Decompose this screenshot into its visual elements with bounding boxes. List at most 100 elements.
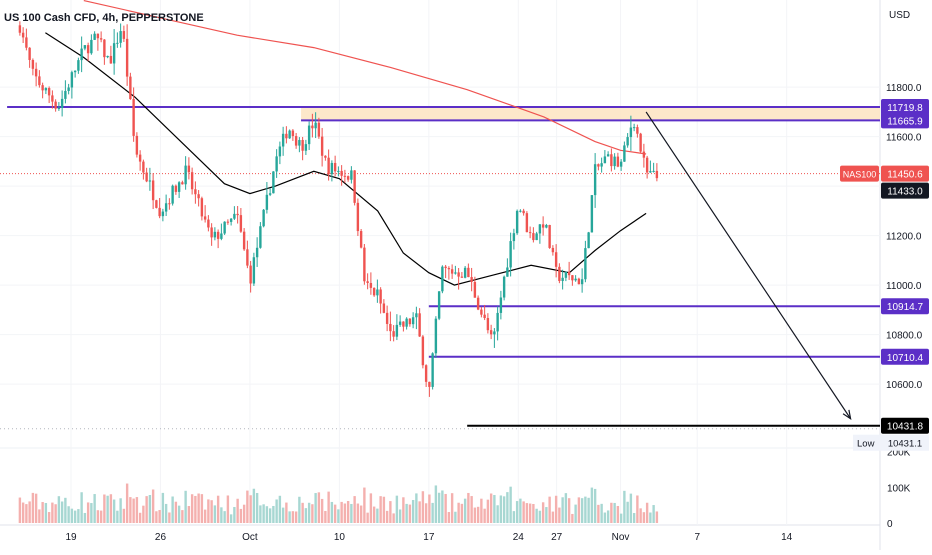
projection-line[interactable] — [645, 111, 852, 420]
volume-bar — [70, 508, 74, 523]
level-badge-label: 11665.9 — [887, 116, 923, 127]
volume-bar — [226, 495, 230, 523]
volume-bar — [51, 502, 54, 523]
candle-body — [525, 213, 529, 233]
candle-body — [340, 170, 343, 176]
candle-body — [142, 161, 145, 173]
volume-bar — [463, 498, 467, 523]
volume-bar — [106, 495, 109, 523]
candle-body — [350, 170, 353, 180]
volume-bar — [574, 504, 577, 523]
candle-body — [395, 324, 399, 337]
volume-bar — [467, 492, 470, 523]
volume-bar — [125, 483, 129, 523]
candle-body — [649, 171, 652, 173]
x-tick-label: 19 — [65, 532, 77, 543]
volume-bar — [480, 498, 483, 523]
y-tick-label: 11800.0 — [886, 83, 922, 94]
candle-body — [135, 135, 139, 155]
candle-body — [385, 312, 389, 324]
candle-body — [103, 39, 106, 58]
volume-bar — [265, 506, 269, 523]
candle-body — [93, 33, 96, 40]
volume-bar — [158, 510, 161, 523]
horizontal-levels — [0, 106, 880, 430]
candle-body — [558, 266, 561, 281]
candle-body — [528, 232, 532, 234]
candle-body — [418, 313, 421, 337]
volume-bar — [499, 495, 503, 523]
volume-bar — [642, 512, 646, 523]
candle-body — [181, 182, 184, 185]
symbol-tag — [840, 165, 879, 182]
candle-body — [304, 144, 308, 151]
volume-bar — [207, 499, 210, 523]
volume-bar — [275, 499, 278, 523]
volume-bar — [548, 496, 551, 523]
candle-body — [106, 55, 109, 58]
candle-body — [259, 226, 262, 248]
volume-bar — [171, 496, 174, 523]
volume-bar — [210, 500, 213, 523]
candle-body — [73, 70, 77, 73]
x-tick-label: 14 — [781, 532, 793, 543]
volume-bar — [567, 498, 571, 523]
volume-bar — [385, 510, 389, 523]
volume-bar — [600, 503, 603, 523]
volume-bar — [64, 497, 67, 523]
volume-bar — [77, 509, 80, 523]
candle-body — [285, 133, 288, 139]
candle-body — [229, 218, 233, 222]
close-price-badge — [881, 182, 929, 199]
candle-body — [369, 282, 373, 288]
candle-body — [197, 194, 200, 199]
volume-bar — [168, 512, 171, 523]
last-price-badge-label: 11450.6 — [887, 170, 923, 181]
volume-bar — [457, 502, 460, 523]
candle-body — [359, 231, 363, 248]
volume-bar — [460, 503, 464, 523]
volume-bar — [619, 513, 623, 523]
candle-body — [590, 195, 594, 233]
volume-bar — [28, 501, 31, 523]
candle-body — [129, 76, 132, 100]
candle-body — [515, 210, 519, 234]
level-badge — [881, 348, 929, 365]
candle-body — [343, 175, 347, 177]
volume-bar — [18, 497, 22, 523]
candle-body — [112, 43, 116, 64]
volume-bar — [522, 501, 525, 523]
low-tag-name: Low — [857, 439, 875, 450]
candle-body — [548, 224, 551, 248]
candle-body — [402, 321, 405, 327]
volume-bar — [249, 495, 252, 523]
volume-bar — [60, 501, 64, 523]
volume-bar — [613, 502, 616, 523]
volume-bar — [441, 490, 444, 523]
volume-bar — [220, 507, 223, 523]
candle-body — [252, 257, 256, 284]
candle-body — [28, 47, 31, 60]
candle-body — [567, 271, 571, 276]
volume-bar — [532, 503, 535, 523]
volume-bar — [382, 496, 386, 523]
volume-bar — [83, 512, 87, 523]
volume-bar — [431, 502, 434, 523]
level-badge — [881, 298, 929, 315]
candle-body — [226, 221, 230, 223]
volume-bar — [470, 496, 473, 523]
candle-body — [473, 281, 477, 298]
volume-bar — [148, 495, 152, 523]
candle-body — [509, 241, 512, 268]
volume-bar — [535, 508, 538, 523]
candle-body — [83, 45, 87, 49]
volume-bar — [493, 495, 496, 523]
candle-body — [561, 277, 564, 281]
volume-bar — [281, 507, 285, 523]
candle-body — [476, 297, 480, 310]
candle-body — [18, 25, 22, 33]
candle-body — [122, 31, 126, 39]
candle-body — [233, 213, 236, 219]
